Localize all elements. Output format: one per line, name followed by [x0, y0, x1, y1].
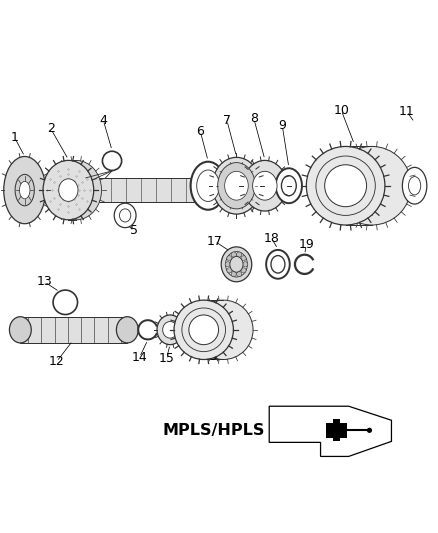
Text: 12: 12 [49, 355, 64, 368]
Ellipse shape [182, 308, 226, 352]
Text: 4: 4 [99, 114, 107, 127]
Ellipse shape [221, 247, 252, 282]
Circle shape [237, 252, 242, 257]
Polygon shape [27, 178, 206, 203]
Ellipse shape [191, 161, 226, 210]
Text: 14: 14 [132, 351, 148, 364]
Text: 10: 10 [333, 104, 349, 117]
Ellipse shape [266, 250, 290, 279]
Ellipse shape [197, 170, 219, 201]
Ellipse shape [51, 160, 102, 220]
Text: 9: 9 [279, 119, 286, 132]
Ellipse shape [306, 147, 385, 225]
Text: 18: 18 [263, 232, 279, 245]
Polygon shape [269, 406, 392, 456]
Circle shape [367, 427, 372, 433]
Text: 19: 19 [298, 238, 314, 251]
Polygon shape [332, 419, 340, 441]
Ellipse shape [174, 300, 233, 359]
Ellipse shape [271, 256, 285, 273]
Circle shape [231, 252, 237, 257]
Circle shape [227, 256, 232, 261]
Ellipse shape [120, 209, 131, 222]
Ellipse shape [212, 157, 261, 214]
Ellipse shape [194, 300, 253, 359]
Ellipse shape [316, 156, 375, 215]
Text: 11: 11 [399, 105, 415, 118]
Ellipse shape [162, 321, 177, 338]
Ellipse shape [230, 256, 243, 272]
Ellipse shape [243, 160, 287, 211]
Circle shape [241, 256, 246, 261]
Circle shape [243, 262, 248, 267]
Text: 8: 8 [250, 112, 258, 125]
Ellipse shape [403, 167, 427, 204]
Ellipse shape [325, 165, 367, 207]
Ellipse shape [276, 168, 302, 203]
Ellipse shape [114, 203, 136, 228]
Text: 5: 5 [130, 224, 138, 237]
Ellipse shape [409, 176, 421, 195]
Circle shape [225, 262, 230, 267]
Text: 13: 13 [36, 275, 52, 288]
Ellipse shape [226, 252, 247, 277]
Circle shape [237, 271, 242, 277]
Text: MPLS/HPLS: MPLS/HPLS [162, 423, 265, 438]
Circle shape [227, 268, 232, 273]
Text: 1: 1 [11, 131, 18, 144]
Text: 17: 17 [207, 235, 223, 248]
Ellipse shape [59, 179, 78, 201]
Ellipse shape [189, 315, 219, 345]
Ellipse shape [19, 181, 30, 199]
Ellipse shape [4, 157, 46, 224]
Text: 16: 16 [201, 350, 217, 362]
Ellipse shape [15, 174, 34, 206]
Text: 2: 2 [47, 123, 55, 135]
Ellipse shape [218, 163, 255, 209]
Ellipse shape [253, 171, 277, 200]
Text: 6: 6 [196, 125, 204, 138]
Ellipse shape [225, 171, 248, 200]
Ellipse shape [10, 317, 31, 343]
Ellipse shape [282, 176, 296, 196]
Ellipse shape [332, 147, 411, 225]
Circle shape [241, 268, 246, 273]
Ellipse shape [43, 160, 94, 220]
Polygon shape [20, 317, 127, 343]
Text: 7: 7 [223, 114, 231, 127]
Circle shape [231, 271, 237, 277]
Polygon shape [325, 423, 347, 438]
Ellipse shape [157, 315, 183, 345]
Text: 15: 15 [159, 352, 175, 365]
Ellipse shape [117, 317, 138, 343]
